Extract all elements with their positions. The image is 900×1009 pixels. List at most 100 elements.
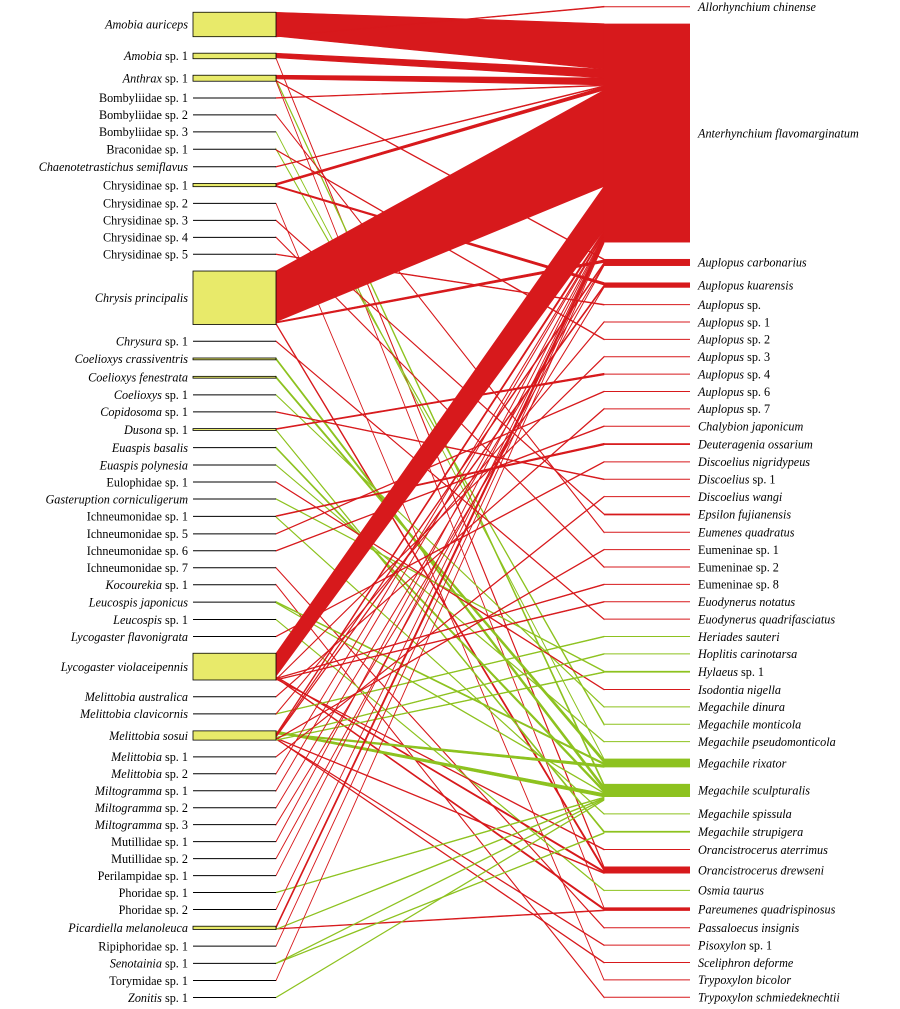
link-picardiella-melanoleuca-to-pareumenes-quadrispinosus bbox=[275, 909, 605, 930]
parasite-label: Lycogaster flavonigrata bbox=[70, 630, 188, 644]
host-label: Auplopus sp. 7 bbox=[697, 402, 770, 416]
link-perilampidae-sp-1-to-anterhynchium-flavomarginatum bbox=[275, 235, 605, 877]
parasite-label: Anthrax sp. 1 bbox=[122, 71, 188, 85]
parasite-bar-chrysidinae-sp-1 bbox=[192, 183, 277, 188]
parasite-label: Miltogramma sp. 3 bbox=[94, 818, 188, 832]
parasite-bar-melittobia-sosui bbox=[192, 730, 277, 741]
parasite-label: Braconidae sp. 1 bbox=[106, 143, 188, 157]
host-label: Eumeninae sp. 8 bbox=[698, 578, 779, 592]
parasite-label: Gasteruption corniculigerum bbox=[45, 492, 188, 506]
host-label: Trypoxylon schmiedeknechtii bbox=[698, 991, 840, 1005]
host-bar-anterhynchium-flavomarginatum bbox=[604, 23, 690, 243]
host-label: Euodynerus notatus bbox=[697, 595, 795, 609]
parasite-label: Melittobia sp. 1 bbox=[110, 750, 188, 764]
parasite-label: Melittobia clavicornis bbox=[79, 707, 188, 721]
parasite-label: Chrysis principalis bbox=[95, 291, 188, 305]
host-label: Auplopus sp. bbox=[697, 298, 761, 312]
host-label: Eumeninae sp. 2 bbox=[698, 560, 779, 574]
host-bar-megachile-strupigera bbox=[604, 830, 690, 833]
host-label: Auplopus sp. 6 bbox=[697, 385, 770, 399]
parasite-label: Chrysidinae sp. 5 bbox=[103, 248, 188, 262]
parasite-label: Dusona sp. 1 bbox=[123, 423, 188, 437]
host-label: Hylaeus sp. 1 bbox=[697, 665, 764, 679]
parasite-label: Copidosoma sp. 1 bbox=[100, 405, 188, 419]
parasite-label: Chrysura sp. 1 bbox=[116, 335, 188, 349]
host-bar-deuteragenia-ossarium bbox=[604, 443, 690, 445]
labels-layer: Amobia auriceps Amobia sp. 1 Anthrax sp. 1… bbox=[39, 0, 859, 1005]
parasite-bar-anthrax-sp-1 bbox=[192, 74, 277, 82]
host-label: Megachile rixator bbox=[697, 756, 787, 770]
host-label: Megachile strupigera bbox=[697, 825, 803, 839]
host-label: Passaloecus insignis bbox=[697, 921, 799, 935]
parasite-label: Picardiella melanoleuca bbox=[67, 921, 188, 935]
host-label: Anterhynchium flavomarginatum bbox=[697, 126, 859, 140]
host-label: Hoplitis carinotarsa bbox=[697, 647, 797, 661]
link-bombyliidae-sp-1-to-anterhynchium-flavomarginatum bbox=[275, 84, 605, 99]
parasite-label: Ichneumonidae sp. 7 bbox=[87, 561, 188, 575]
parasite-label: Chrysidinae sp. 1 bbox=[103, 178, 188, 192]
host-label: Euodynerus quadrifasciatus bbox=[697, 612, 835, 626]
host-label: Auplopus sp. 4 bbox=[697, 367, 770, 381]
parasite-label: Mutillidae sp. 2 bbox=[111, 852, 188, 866]
parasite-label: Ichneumonidae sp. 5 bbox=[87, 527, 188, 541]
link-ichneumonidae-sp-1-to-deuteragenia-ossarium bbox=[275, 442, 605, 518]
host-label: Heriades sauteri bbox=[697, 630, 780, 644]
parasite-bar-amobia-sp-1 bbox=[192, 52, 277, 60]
host-label: Allorhynchium chinense bbox=[697, 0, 816, 14]
link-zonitis-sp-1-to-megachile-sculpturalis bbox=[275, 799, 605, 999]
parasite-label: Coelioxys fenestrata bbox=[88, 371, 188, 385]
parasite-label: Torymidae sp. 1 bbox=[109, 974, 188, 988]
parasite-label: Coelioxys crassiventris bbox=[75, 352, 189, 366]
parasite-label: Zonitis sp. 1 bbox=[128, 991, 188, 1005]
parasite-label: Eulophidae sp. 1 bbox=[106, 475, 188, 489]
parasite-label: Ichneumonidae sp. 1 bbox=[87, 510, 188, 524]
parasite-label: Bombyliidae sp. 1 bbox=[99, 91, 188, 105]
parasite-label: Amobia auriceps bbox=[104, 18, 188, 32]
host-bar-megachile-sculpturalis bbox=[604, 783, 690, 797]
parasite-label: Bombyliidae sp. 3 bbox=[99, 125, 188, 139]
parasite-label: Melittobia sosui bbox=[108, 729, 188, 743]
parasite-bar-coelioxys-fenestrata bbox=[192, 375, 277, 379]
parasite-label: Miltogramma sp. 1 bbox=[94, 784, 188, 798]
parasite-bar-chrysis-principalis bbox=[192, 270, 277, 325]
link-melittobia-sosui-to-eumeninae-sp-1 bbox=[275, 548, 605, 741]
parasite-label: Senotainia sp. 1 bbox=[110, 957, 188, 971]
host-label: Orancistrocerus drewseni bbox=[698, 863, 825, 877]
parasite-label: Kocourekia sp. 1 bbox=[105, 578, 189, 592]
host-label: Eumeninae sp. 1 bbox=[698, 543, 779, 557]
host-label: Sceliphron deforme bbox=[698, 956, 794, 970]
host-label: Megachile spissula bbox=[697, 807, 792, 821]
host-label: Auplopus carbonarius bbox=[697, 256, 807, 270]
parasite-label: Leucospis sp. 1 bbox=[112, 613, 188, 627]
parasite-label: Ichneumonidae sp. 6 bbox=[87, 544, 188, 558]
parasite-label: Amobia sp. 1 bbox=[123, 49, 188, 63]
parasite-bar-picardiella-melanoleuca bbox=[192, 925, 277, 930]
host-bar-auplopus-carbonarius bbox=[604, 258, 690, 266]
parasite-bar-lycogaster-violaceipennis bbox=[192, 652, 277, 681]
host-bar-megachile-rixator bbox=[604, 758, 690, 768]
host-label: Auplopus sp. 1 bbox=[697, 315, 770, 329]
parasite-label: Melittobia sp. 2 bbox=[110, 767, 188, 781]
host-bar-auplopus-kuarensis bbox=[604, 282, 690, 288]
parasite-bar-dusona-sp-1 bbox=[192, 428, 277, 431]
link-anthrax-sp-1-to-anterhynchium-flavomarginatum bbox=[275, 74, 605, 86]
parasite-label: Lycogaster violaceipennis bbox=[60, 660, 188, 674]
host-label: Discoelius sp. 1 bbox=[697, 473, 776, 487]
host-label: Osmia taurus bbox=[698, 884, 764, 898]
host-label: Megachile sculpturalis bbox=[697, 784, 810, 798]
host-label: Auplopus kuarensis bbox=[697, 278, 794, 292]
boxes-layer bbox=[192, 6, 690, 999]
link-phoridae-sp-2-to-anterhynchium-flavomarginatum bbox=[275, 236, 605, 910]
host-label: Eumenes quadratus bbox=[697, 526, 795, 540]
link-phoridae-sp-1-to-megachile-sculpturalis bbox=[275, 796, 605, 894]
host-bar-epsilon-fujianensis bbox=[604, 513, 690, 516]
parasite-label: Chaenotetrastichus semiflavus bbox=[39, 160, 189, 174]
link-torymidae-sp-1-to-anterhynchium-flavomarginatum bbox=[275, 242, 605, 982]
host-label: Orancistrocerus aterrimus bbox=[698, 843, 828, 857]
host-bar-pareumenes-quadrispinosus bbox=[604, 907, 690, 911]
parasite-label: Phoridae sp. 1 bbox=[119, 886, 188, 900]
host-label: Chalybion japonicum bbox=[698, 420, 803, 434]
link-lycogaster-violaceipennis-to-pareumenes-quadrispinosus bbox=[275, 676, 605, 911]
host-label: Auplopus sp. 3 bbox=[697, 350, 770, 364]
host-label: Discoelius nigridypeus bbox=[697, 455, 810, 469]
